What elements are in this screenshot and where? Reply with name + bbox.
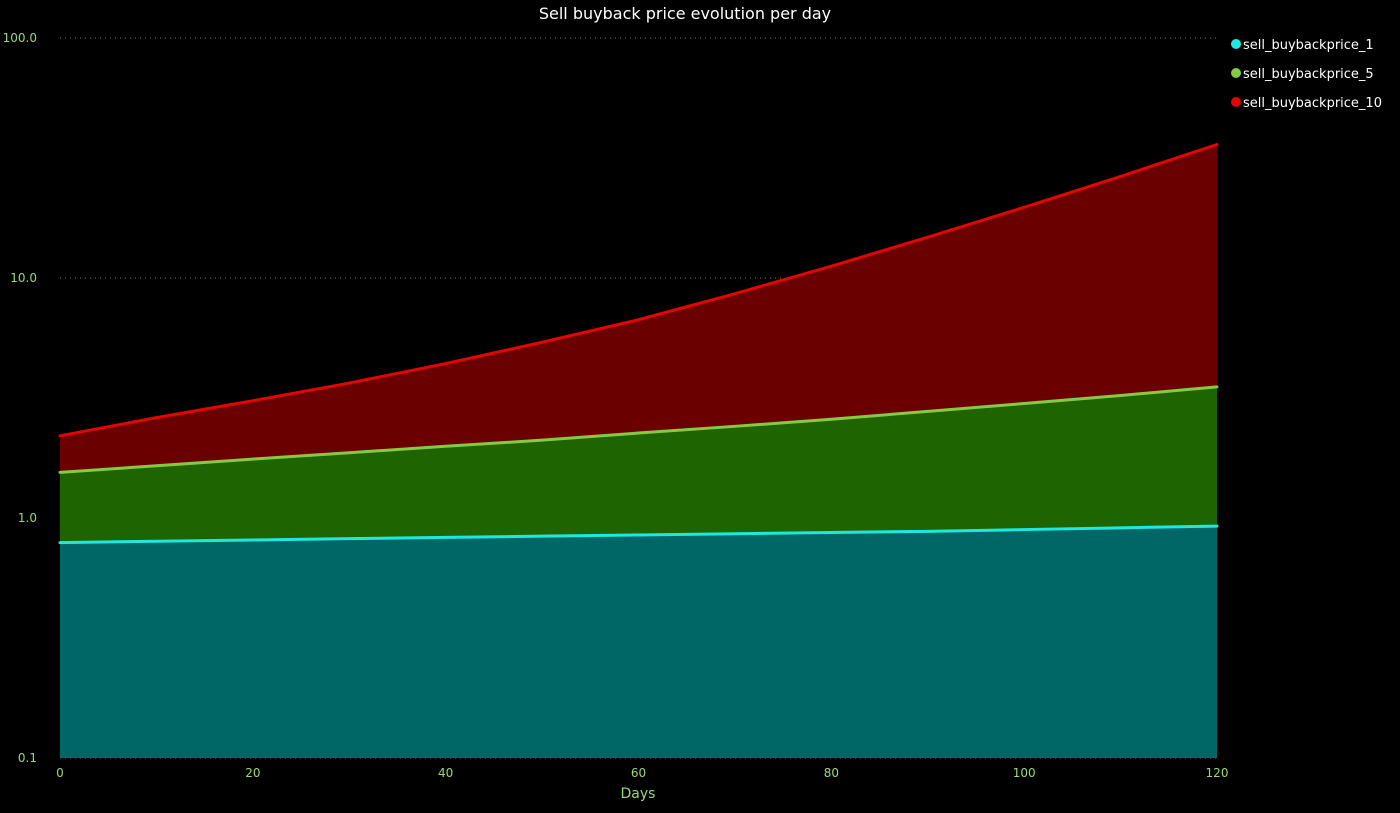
line-sell-buybackprice-10 bbox=[58, 142, 1219, 438]
legend-marker-sell-buybackprice-10 bbox=[1231, 97, 1241, 107]
line-sell-buybackprice-5 bbox=[58, 385, 1219, 474]
x-tick-label-120: 120 bbox=[1206, 766, 1229, 780]
x-tick-label-40: 40 bbox=[438, 766, 453, 780]
x-axis-label: Days bbox=[621, 786, 656, 802]
area-layer bbox=[60, 144, 1217, 758]
legend-item-sell-buybackprice-10[interactable]: sell_buybackprice_10 bbox=[1231, 96, 1382, 111]
x-tick-label-20: 20 bbox=[245, 766, 260, 780]
y-tick-label-0-1: 0.1 bbox=[18, 751, 37, 765]
x-tick-label-80: 80 bbox=[824, 766, 839, 780]
x-tick-label-60: 60 bbox=[631, 766, 646, 780]
legend-marker-sell-buybackprice-5 bbox=[1231, 68, 1241, 78]
x-axis-ticks: 0 20 40 60 80 100 120 bbox=[56, 766, 1228, 780]
area-sell-buybackprice-1 bbox=[60, 526, 1217, 758]
x-tick-label-0: 0 bbox=[56, 766, 64, 780]
y-axis-ticks: 0.1 1.0 10.0 100.0 bbox=[3, 31, 37, 765]
x-tick-label-100: 100 bbox=[1013, 766, 1036, 780]
legend-label-sell-buybackprice-1: sell_buybackprice_1 bbox=[1243, 38, 1374, 53]
chart-title: Sell buyback price evolution per day bbox=[539, 4, 831, 23]
legend-item-sell-buybackprice-5[interactable]: sell_buybackprice_5 bbox=[1231, 67, 1374, 82]
y-tick-label-1-0: 1.0 bbox=[18, 511, 37, 525]
line-sell-buybackprice-1 bbox=[58, 524, 1219, 545]
legend: sell_buybackprice_1 sell_buybackprice_5se… bbox=[1231, 38, 1382, 111]
legend-label-sell-buybackprice-10: sell_buybackprice_10 bbox=[1243, 96, 1382, 111]
legend-marker-sell-buybackprice-1 bbox=[1231, 39, 1241, 49]
y-tick-label-100-0: 100.0 bbox=[3, 31, 37, 45]
legend-item-sell-buybackprice-1[interactable]: sell_buybackprice_1 bbox=[1231, 38, 1374, 53]
legend-label-sell-buybackprice-5: sell_buybackprice_5 bbox=[1243, 67, 1374, 82]
y-tick-label-10-0: 10.0 bbox=[10, 271, 37, 285]
line-layer bbox=[58, 142, 1219, 545]
